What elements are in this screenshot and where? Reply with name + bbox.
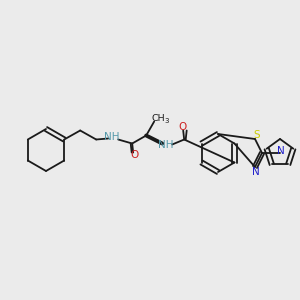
Text: NH: NH [158, 140, 174, 151]
Text: O: O [178, 122, 186, 131]
Text: NH: NH [104, 133, 120, 142]
Text: O: O [130, 151, 138, 160]
Text: S: S [254, 130, 260, 140]
Text: N: N [252, 167, 260, 177]
Text: N: N [277, 146, 285, 156]
Text: 3: 3 [165, 118, 169, 124]
Text: CH: CH [152, 114, 165, 123]
